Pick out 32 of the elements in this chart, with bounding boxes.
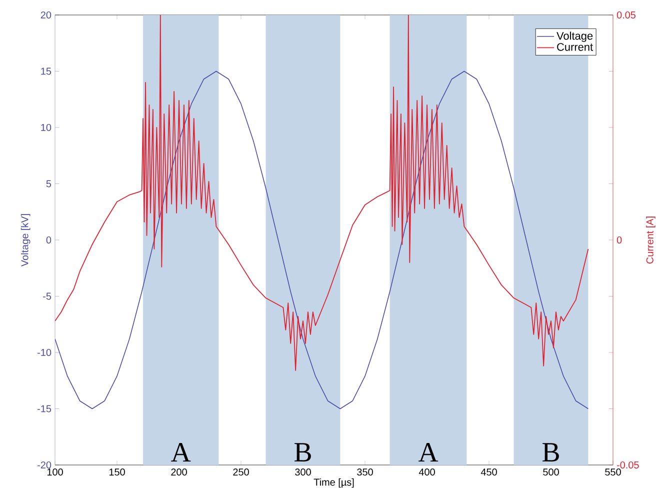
band-label: B — [542, 443, 559, 462]
x-tick-label: 200 — [171, 468, 187, 476]
y-tick-label: -5 — [43, 292, 52, 300]
y-tick-label: 0 — [46, 236, 52, 244]
x-tick-label: 150 — [109, 468, 125, 476]
y-tick-label: 5 — [46, 180, 52, 188]
y-tick-label: 20 — [40, 11, 52, 19]
y2-tick-label: 0 — [616, 236, 622, 244]
x-tick-label: 250 — [233, 468, 249, 476]
x-tick-label: 450 — [480, 468, 497, 476]
x-tick-label: 400 — [418, 468, 435, 476]
x-tick-label: 500 — [543, 468, 559, 476]
line-series — [55, 70, 589, 410]
y-tick-label: 10 — [41, 124, 52, 132]
band-label: B — [294, 443, 311, 462]
x-axis-title: Time [µs] — [314, 478, 354, 488]
y2-tick-label: 0.05 — [616, 11, 636, 19]
y2-tick-label: -0.05 — [616, 461, 639, 469]
x-tick-label: 300 — [295, 468, 311, 476]
y2-axis-title: Current [A] — [646, 216, 656, 264]
y-tick-label: -15 — [38, 405, 52, 412]
y-tick-label: -10 — [38, 348, 52, 356]
band-label: A — [171, 443, 191, 462]
legend-label: Voltage — [556, 32, 593, 42]
x-tick-label: 100 — [47, 468, 63, 476]
x-tick-label: 350 — [357, 468, 373, 476]
x-tick-label: 550 — [605, 468, 621, 476]
legend-label: Current — [557, 43, 593, 51]
y-axis-title: Voltage [kV] — [20, 214, 30, 267]
y-tick-label: -20 — [38, 461, 52, 469]
y-tick-label: 15 — [41, 68, 52, 75]
band-label: A — [418, 443, 438, 462]
